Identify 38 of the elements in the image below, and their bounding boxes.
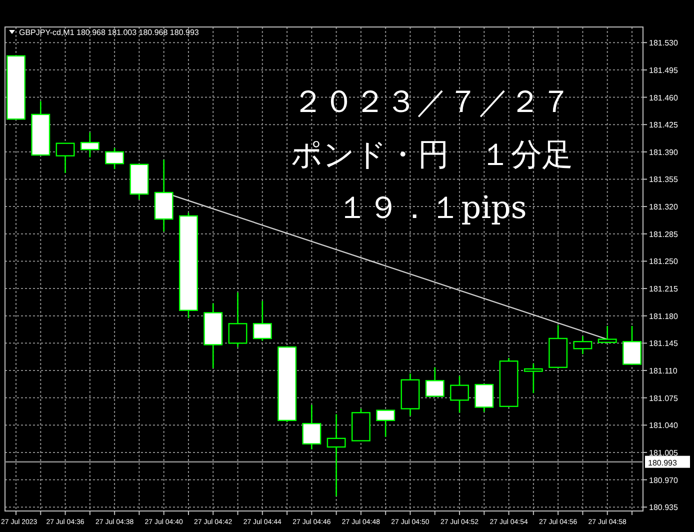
candlestick: [573, 335, 592, 355]
candlestick: [326, 414, 346, 497]
candlestick: [105, 147, 124, 170]
candlestick: [56, 142, 75, 174]
y-tick-label: 181.530: [649, 38, 678, 48]
y-tick-label: 181.355: [649, 175, 678, 184]
y-tick-label: 181.285: [649, 230, 678, 239]
chart-title: GBPJPY-cd,M1 180.968 181.003 180.968 180.993: [19, 28, 200, 37]
y-tick-label: 180.970: [649, 476, 678, 485]
candlestick: [622, 325, 642, 365]
candlestick: [252, 300, 272, 342]
y-tick-label: 181.425: [649, 120, 678, 130]
annotation: １９．１pips: [337, 190, 527, 226]
y-tick-label: 181.495: [649, 66, 678, 75]
y-tick-label: 181.145: [649, 339, 678, 348]
y-tick-label: 181.040: [649, 421, 678, 430]
y-tick-label: 181.320: [649, 202, 678, 212]
candlestick: [228, 292, 248, 348]
candlestick: [598, 325, 617, 344]
y-tick-label: 181.390: [649, 148, 678, 157]
candlestick: [80, 132, 100, 158]
y-tick-label: 181.180: [649, 312, 678, 321]
y-tick-label: 181.005: [649, 448, 678, 458]
candlestick: [474, 384, 494, 413]
ref-line-label: 180.993: [648, 458, 678, 468]
y-tick-label: 181.250: [649, 257, 678, 266]
candlestick: [302, 404, 322, 450]
candlestick: [376, 410, 396, 438]
annotation: ２０２３／７／２７: [292, 84, 572, 120]
y-tick-label: 181.460: [649, 93, 678, 102]
candlestick: [425, 366, 444, 397]
y-tick-label: 181.215: [649, 284, 678, 294]
y-tick-label: 181.110: [649, 366, 678, 376]
y-tick-label: 181.075: [649, 394, 678, 403]
candlestick: [450, 375, 469, 414]
annotation: ポンド・円 １分足: [291, 137, 573, 173]
candlestick: [524, 362, 543, 394]
y-tick-label: 180.935: [649, 503, 678, 512]
